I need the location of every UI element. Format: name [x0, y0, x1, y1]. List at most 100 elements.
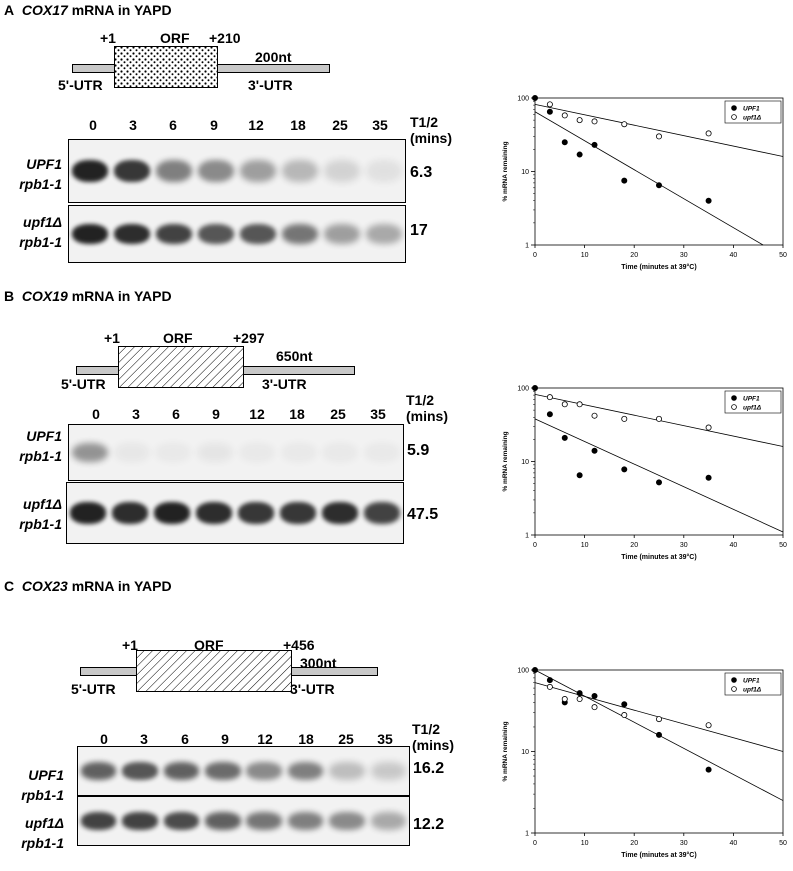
legend-marker: [731, 105, 737, 111]
data-point: [705, 424, 712, 431]
utr3-label: 3'-UTR: [262, 376, 307, 392]
x-tick-label: 30: [680, 252, 688, 259]
panel-title: B COX19 mRNA in YAPD: [4, 288, 172, 304]
gel-band: [205, 762, 241, 780]
gel-band: [163, 762, 200, 780]
x-tick-label: 50: [779, 840, 787, 847]
orf-box: [118, 346, 244, 388]
title-suffix: mRNA in YAPD: [67, 2, 172, 18]
orf-start-label: +1: [104, 330, 120, 346]
y-tick-label: 1: [525, 533, 529, 540]
half-life-value: 5.9: [407, 442, 430, 459]
lane-label: 0: [100, 731, 108, 747]
x-axis-label: Time (minutes at 39°C): [621, 553, 696, 561]
strain-line: UPF1: [28, 767, 64, 783]
strain-line: upf1Δ: [23, 496, 62, 512]
data-point: [655, 479, 662, 486]
gel-band: [155, 159, 193, 183]
gene-name: COX23: [21, 578, 68, 594]
strain-label: upf1Δ rpb1-1: [4, 212, 62, 252]
gel-band: [363, 502, 401, 524]
fit-line: [534, 111, 764, 246]
strain-label: UPF1 rpb1-1: [4, 154, 62, 194]
utr-length-label: 200nt: [255, 49, 292, 65]
legend-marker: [731, 395, 737, 401]
strain-line: rpb1-1: [21, 835, 64, 851]
x-tick-label: 40: [730, 542, 738, 549]
y-tick-label: 10: [521, 749, 529, 756]
t-half-symbol: T1/2: [412, 721, 441, 737]
lane-label: 3: [132, 406, 140, 422]
y-tick-label: 100: [517, 96, 529, 103]
data-point: [546, 411, 553, 418]
orf-label: ORF: [160, 30, 190, 46]
data-point: [546, 683, 553, 690]
lane-label: 6: [169, 117, 177, 133]
half-life-value: 47.5: [407, 506, 439, 523]
lane-label: 25: [330, 406, 346, 422]
utr3-label: 3'-UTR: [248, 77, 293, 93]
t-half-symbol: T1/2: [406, 392, 435, 408]
orf-start-label: +1: [122, 637, 138, 653]
lane-label: 12: [248, 117, 264, 133]
x-tick-label: 10: [581, 542, 589, 549]
x-axis-label: Time (minutes at 39°C): [621, 851, 696, 859]
data-point: [655, 415, 662, 422]
gel-band: [323, 223, 361, 245]
x-tick-label: 40: [730, 252, 738, 259]
data-point: [705, 474, 712, 481]
gel-band: [197, 442, 234, 463]
utr-length-label: 650nt: [276, 348, 313, 364]
t-half-header: T1/2 (mins): [410, 114, 452, 146]
lane-label: 6: [181, 731, 189, 747]
orf-start-label: +1: [100, 30, 116, 46]
y-tick-label: 1: [525, 831, 529, 838]
gel-band: [113, 159, 151, 183]
x-tick-label: 30: [680, 840, 688, 847]
x-axis-label: Time (minutes at 39°C): [621, 263, 696, 271]
decay-chart-a: 0 10 20 30 40 50 1 10 100 Time (minutes at 39°C)%…: [502, 95, 787, 271]
strain-line: rpb1-1: [21, 787, 64, 803]
northern-blot: [68, 424, 404, 481]
x-tick-label: 20: [630, 840, 638, 847]
strain-label: upf1Δ rpb1-1: [4, 813, 64, 853]
gel-band: [163, 812, 200, 830]
data-point: [561, 696, 568, 703]
gel-band: [365, 159, 403, 183]
lane-label: 18: [290, 117, 306, 133]
gel-band: [122, 812, 158, 830]
data-point: [621, 701, 628, 708]
legend-marker: [731, 114, 737, 120]
gene-name: COX17: [21, 2, 68, 18]
half-life-value: 16.2: [413, 760, 445, 777]
data-point: [655, 731, 662, 738]
gel-band: [287, 812, 324, 830]
gel-band: [71, 442, 108, 463]
lane-label: 12: [257, 731, 273, 747]
gel-band: [122, 762, 158, 780]
gel-band: [80, 762, 117, 780]
t-half-unit: (mins): [412, 737, 454, 753]
gel-band: [370, 812, 407, 830]
gel-band: [287, 762, 324, 780]
lane-label: 0: [92, 406, 100, 422]
gel-band: [195, 502, 233, 524]
data-point: [705, 197, 712, 204]
strain-line: upf1Δ: [23, 214, 62, 230]
gel-band: [71, 223, 109, 245]
legend-marker: [731, 686, 737, 692]
legend-marker: [731, 404, 737, 410]
data-point: [591, 447, 598, 454]
gel-band: [197, 159, 235, 183]
decay-chart-c: 0 10 20 30 40 50 1 10 100 Time (minutes at 39°C)%…: [502, 667, 787, 859]
gel-band: [205, 812, 241, 830]
data-point: [546, 108, 553, 115]
data-point: [532, 667, 539, 673]
orf-end-label: +297: [233, 330, 265, 346]
legend-label: UPF1: [743, 396, 760, 403]
gel-band: [364, 442, 401, 463]
lane-label: 35: [372, 117, 388, 133]
x-tick-label: 40: [730, 840, 738, 847]
lane-label: 35: [377, 731, 393, 747]
y-axis-label: % mRNA remaining: [502, 141, 509, 201]
